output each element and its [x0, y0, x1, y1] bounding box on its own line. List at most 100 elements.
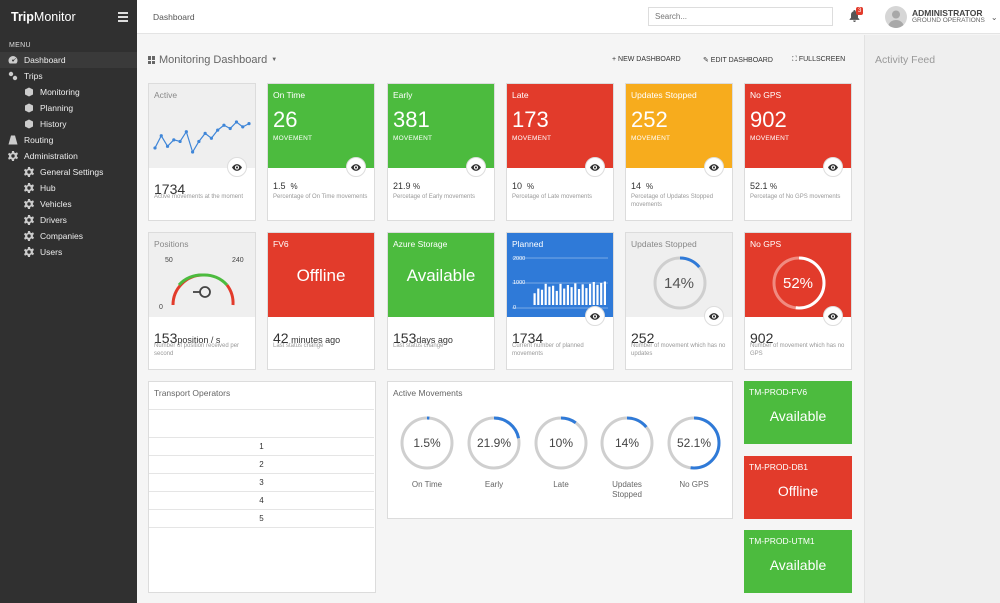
updates-stopped-ring-card: Updates Stopped 14% 252 Number of moveme…: [625, 232, 733, 370]
card-value: 52.1 %: [750, 181, 778, 191]
bar: [603, 281, 606, 305]
card-header: Early 381 MOVEMENT: [388, 84, 494, 168]
server-tile-fv6[interactable]: TM-PROD-FV6 Available: [744, 381, 852, 444]
server-tile-db1[interactable]: TM-PROD-DB1 Offline: [744, 456, 852, 519]
eye-icon[interactable]: [704, 157, 724, 177]
bar: [574, 283, 577, 305]
sparkline-point: [197, 139, 201, 144]
azure-storage-card: Azure Storage Available 153days ago Last…: [387, 232, 495, 370]
y-axis-mid-label: 1000: [513, 280, 526, 286]
table-row[interactable]: 2: [149, 455, 374, 473]
card-description: Number of movement which has no GPS: [750, 343, 845, 357]
routing-icon: [8, 135, 18, 145]
sidebar-item-routing[interactable]: Routing: [0, 132, 137, 148]
server-status: Offline: [777, 483, 819, 499]
table-row[interactable]: 5: [149, 509, 374, 527]
sidebar-item-vehicles[interactable]: Vehicles: [0, 196, 137, 212]
eye-icon[interactable]: [704, 306, 724, 326]
search-input[interactable]: [648, 7, 833, 26]
card-count: 381: [393, 107, 430, 132]
ring-value: 10%: [549, 436, 573, 450]
percent-ring: 1.5%: [400, 416, 454, 470]
eye-icon[interactable]: [227, 157, 247, 177]
sparkline-point: [203, 131, 207, 135]
active-movements-panel: Active Movements 1.5% On Time 21.9% Early 10…: [387, 381, 733, 519]
sidebar-item-label: Trips: [24, 71, 43, 81]
sidebar-item-dashboard[interactable]: Dashboard: [0, 52, 137, 68]
sidebar-item-administration[interactable]: Administration: [0, 148, 137, 164]
card-value: 153position / s: [154, 330, 221, 346]
sidebar-item-monitoring[interactable]: Monitoring: [0, 84, 137, 100]
sidebar-item-users[interactable]: Users: [0, 244, 137, 260]
y-axis-top-label: 2000: [513, 256, 526, 262]
panel-title: Transport Operators: [154, 388, 231, 398]
y-axis-zero-label: 0: [513, 305, 517, 311]
sidebar-item-label: Drivers: [40, 215, 67, 225]
sidebar-item-drivers[interactable]: Drivers: [0, 212, 137, 228]
card-description: Number of position received per second: [154, 343, 240, 357]
ring-progress-arc: [534, 416, 588, 470]
table-row[interactable]: 1: [149, 437, 374, 455]
sidebar-item-trips[interactable]: Trips: [0, 68, 137, 84]
sidebar-item-label: General Settings: [40, 167, 104, 177]
card-description: Percetage of Late movements: [512, 194, 593, 200]
sparkline-point: [209, 136, 213, 140]
card-value: 10 %: [512, 181, 535, 191]
sidebar-item-general-settings[interactable]: General Settings: [0, 164, 137, 180]
app-logo[interactable]: TripMonitor: [11, 10, 76, 24]
card-title: Planned: [512, 239, 544, 249]
server-name: TM-PROD-FV6: [749, 387, 808, 397]
activity-feed-title: Activity Feed: [875, 54, 936, 66]
gauge-mid-label: 50: [165, 257, 173, 264]
sidebar-item-companies[interactable]: Companies: [0, 228, 137, 244]
bar: [540, 289, 544, 305]
sparkline-line: [154, 121, 250, 154]
server-status: Available: [769, 408, 827, 424]
server-tile-utm1[interactable]: TM-PROD-UTM1 Available: [744, 530, 852, 593]
eye-icon[interactable]: [585, 157, 605, 177]
eye-icon[interactable]: [466, 157, 486, 177]
table-header-row: [149, 409, 374, 437]
edit-dashboard-button[interactable]: ✎ EDIT DASHBOARD: [703, 57, 773, 64]
card-description: Percetage of No GPS movements: [750, 194, 841, 200]
card-description: Last status change: [393, 343, 444, 349]
card-description: Percetage of Updates Stopped movements: [631, 194, 714, 208]
card-unit: MOVEMENT: [512, 135, 552, 142]
breadcrumb[interactable]: Dashboard: [153, 12, 195, 22]
sparkline-point: [178, 139, 182, 144]
active-sparkline: [153, 120, 251, 154]
ring-value: 21.9%: [477, 436, 511, 450]
bar: [559, 283, 562, 305]
sidebar-item-hub[interactable]: Hub: [0, 180, 137, 196]
user-menu[interactable]: ADMINISTRATOR GROUND OPERATIONS ⌄: [885, 6, 998, 28]
hamburger-menu-icon[interactable]: [118, 12, 128, 22]
eye-icon[interactable]: [346, 157, 366, 177]
eye-icon[interactable]: [823, 306, 843, 326]
sparkline-point: [228, 126, 232, 131]
card-description: Number of movement which has no updates: [631, 343, 726, 357]
grid-icon: [148, 56, 156, 64]
new-dashboard-button[interactable]: + NEW DASHBOARD: [612, 56, 681, 63]
table-row[interactable]: 3: [149, 473, 374, 491]
gear-icon: [24, 247, 34, 257]
percent-ring: 21.9%: [467, 416, 521, 470]
card-unit: MOVEMENT: [393, 135, 433, 142]
sidebar-item-history[interactable]: History: [0, 116, 137, 132]
fullscreen-button[interactable]: ⛶ FULLSCREEN: [792, 56, 846, 63]
eye-icon[interactable]: [585, 306, 605, 326]
ring-progress-arc: [467, 416, 521, 470]
gauge-min-label: 0: [159, 304, 163, 311]
sparkline-point: [172, 138, 176, 142]
card-value: 14 %: [631, 181, 654, 191]
table-row[interactable]: 4: [149, 491, 374, 509]
movement-ring: 10% Late: [531, 415, 591, 490]
dashboard-icon: [8, 55, 18, 65]
card-description: Last status change: [273, 343, 324, 349]
dashboard-selector[interactable]: Monitoring Dashboard ▼: [148, 54, 277, 66]
sidebar-item-planning[interactable]: Planning: [0, 100, 137, 116]
ring-progress-arc: [667, 416, 721, 470]
eye-icon[interactable]: [823, 157, 843, 177]
notification-count-badge: 3: [856, 7, 864, 15]
caret-down-icon: ▼: [271, 57, 278, 63]
notifications-bell-icon[interactable]: 3: [849, 7, 864, 24]
